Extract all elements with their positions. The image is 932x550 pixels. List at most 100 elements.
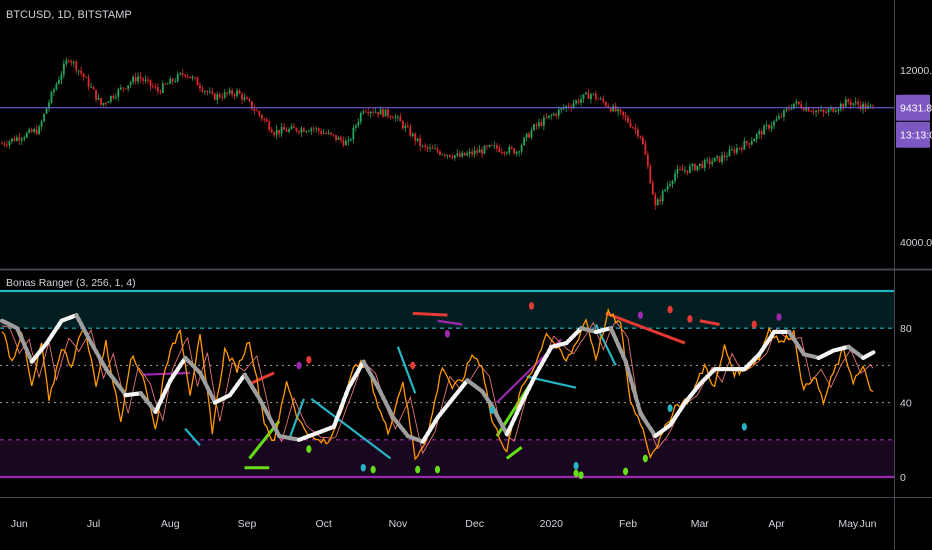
candle bbox=[476, 146, 478, 157]
candle bbox=[453, 154, 456, 161]
candle bbox=[773, 120, 775, 130]
candle bbox=[171, 77, 174, 85]
candle bbox=[357, 118, 360, 129]
candle bbox=[721, 151, 723, 166]
candle bbox=[298, 130, 300, 135]
candle bbox=[594, 90, 597, 102]
candle bbox=[142, 76, 144, 85]
candle bbox=[362, 109, 365, 115]
oscillator-axis[interactable]: 80 40 0 bbox=[900, 323, 912, 484]
price-axis[interactable]: 12000.00 4000.00 9431.82 13:13:05 bbox=[896, 65, 932, 249]
candle bbox=[822, 108, 825, 117]
candle bbox=[127, 85, 130, 92]
candle bbox=[352, 124, 355, 144]
candle bbox=[122, 87, 125, 93]
candle bbox=[70, 59, 73, 67]
time-tick-label: Jun bbox=[860, 518, 877, 530]
candle bbox=[854, 97, 857, 107]
candle bbox=[176, 71, 179, 84]
divergence-line-bear bbox=[605, 311, 686, 345]
oscillator-tick-label: 0 bbox=[900, 472, 906, 484]
candle bbox=[864, 101, 867, 112]
candle bbox=[246, 95, 248, 100]
candle bbox=[117, 87, 120, 102]
candle bbox=[241, 92, 243, 105]
current-price-label: 9431.82 bbox=[900, 103, 932, 115]
divergence-marker-hidden-bear bbox=[444, 329, 450, 338]
candle bbox=[320, 128, 323, 136]
candle bbox=[466, 150, 469, 157]
candle bbox=[253, 104, 256, 115]
candle bbox=[327, 129, 330, 135]
candle bbox=[40, 119, 43, 131]
candle bbox=[196, 76, 199, 86]
candle bbox=[691, 162, 694, 171]
candle bbox=[330, 132, 332, 137]
candle bbox=[523, 136, 526, 146]
candle bbox=[337, 135, 340, 140]
candle bbox=[463, 152, 466, 156]
candle bbox=[13, 135, 16, 142]
candle bbox=[458, 150, 461, 158]
candle bbox=[763, 123, 766, 135]
divergence-marker-bear bbox=[687, 315, 693, 323]
candle bbox=[666, 181, 669, 193]
candle bbox=[748, 142, 751, 149]
candle bbox=[132, 74, 135, 85]
current-price-badge bbox=[896, 94, 930, 121]
candle bbox=[399, 113, 402, 122]
oversold-zone bbox=[0, 439, 894, 477]
time-axis[interactable]: Jun Jul Aug Sep Oct Nov Dec 2020 Feb Mar Apr May Jun bbox=[11, 518, 877, 530]
price-tick-label: 12000.00 bbox=[900, 65, 932, 77]
candle bbox=[656, 197, 659, 206]
candle bbox=[414, 132, 417, 146]
candle bbox=[204, 90, 206, 95]
candle bbox=[679, 165, 681, 171]
candle bbox=[60, 70, 63, 85]
candle bbox=[35, 124, 38, 135]
candle bbox=[367, 107, 370, 117]
candle bbox=[38, 124, 41, 135]
candle bbox=[144, 75, 147, 84]
oscillator-pane[interactable]: Bonas Ranger (3, 256, 1, 4) bbox=[0, 277, 894, 479]
candle bbox=[152, 82, 154, 89]
candle bbox=[129, 80, 132, 88]
divergence-marker-bear bbox=[410, 361, 416, 370]
candle bbox=[481, 146, 483, 159]
candle bbox=[33, 127, 36, 134]
candle bbox=[500, 148, 503, 156]
candle bbox=[307, 129, 310, 132]
divergence-line-bear bbox=[412, 311, 448, 317]
candle bbox=[347, 136, 350, 146]
candle bbox=[8, 140, 11, 149]
divergence-line-hidden-bull bbox=[396, 346, 417, 394]
candle bbox=[580, 94, 582, 107]
candle bbox=[723, 151, 726, 161]
candle bbox=[97, 94, 100, 101]
candle bbox=[693, 162, 696, 171]
candle bbox=[95, 89, 97, 103]
oscillator-tick-label: 40 bbox=[900, 398, 912, 410]
oscillator-tick-label: 80 bbox=[900, 323, 912, 335]
candle bbox=[597, 97, 600, 100]
candle bbox=[552, 112, 555, 117]
candle bbox=[359, 111, 362, 125]
price-pane[interactable]: BTCUSD, 1D, BITSTAMP bbox=[0, 9, 894, 210]
candle bbox=[740, 145, 743, 154]
candle bbox=[847, 97, 850, 105]
candle bbox=[758, 128, 761, 139]
candle bbox=[424, 143, 427, 151]
candle bbox=[486, 144, 488, 151]
candle bbox=[147, 76, 149, 84]
divergence-line-hidden-bull bbox=[310, 398, 392, 460]
candle bbox=[23, 135, 26, 142]
candle bbox=[20, 136, 23, 146]
candle bbox=[342, 136, 345, 148]
candle bbox=[797, 101, 800, 106]
divergence-marker-bull bbox=[306, 445, 312, 453]
candle bbox=[622, 111, 624, 120]
candle bbox=[409, 123, 412, 138]
candle bbox=[156, 83, 159, 95]
candle bbox=[221, 93, 224, 101]
